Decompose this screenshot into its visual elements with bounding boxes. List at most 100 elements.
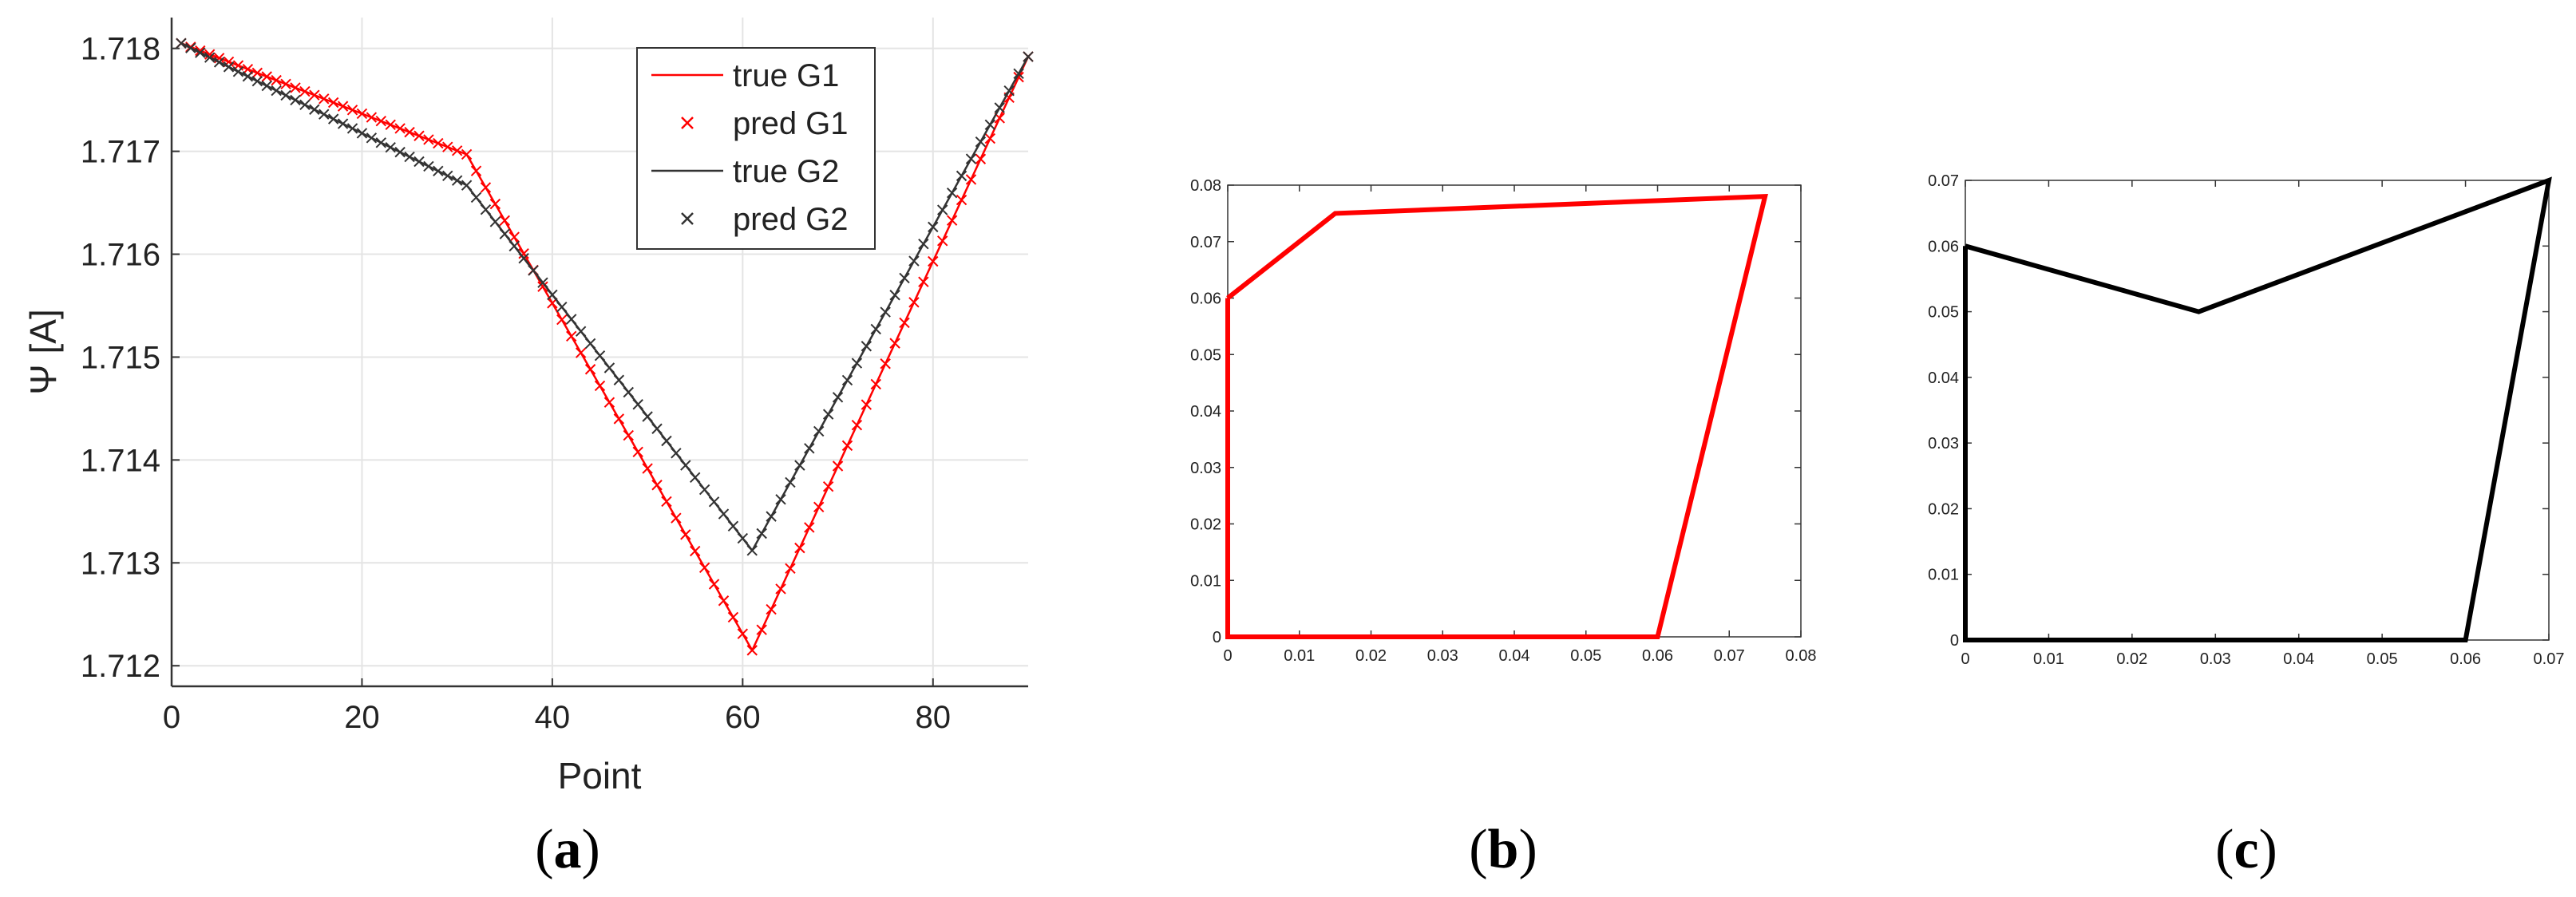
series-pred-g2-point (423, 160, 434, 172)
panel-b-y-tick-label: 0.03 (1190, 460, 1221, 477)
series-pred-g2-point (861, 341, 873, 352)
series-pred-g2-point (822, 409, 834, 420)
series-pred-g2-point (946, 187, 958, 199)
panel-c-y-tick-label: 0.02 (1928, 500, 1959, 518)
series-pred-g2-point (204, 52, 216, 63)
panel-c-y-tick-label: 0.03 (1928, 435, 1959, 452)
series-pred-g2-point (280, 89, 291, 101)
panel-c-plot-area (1965, 180, 2550, 641)
panel-a-y-tick-label: 1.718 (81, 32, 160, 67)
series-pred-g1-point (708, 579, 720, 590)
series-pred-g2-point (984, 119, 996, 131)
series-pred-g1-point (928, 255, 939, 267)
series-pred-g1-point (261, 71, 272, 82)
series-pred-g2-point (899, 272, 910, 284)
series-pred-g2-point (499, 228, 510, 239)
panel-a-y-tick-label: 1.713 (81, 546, 160, 581)
series-pred-g1-point (575, 347, 587, 358)
series-pred-g2-point (1023, 51, 1034, 62)
series-pred-g2-point (746, 545, 758, 556)
series-pred-g2-point (556, 301, 568, 313)
panel-a-y-tick-label: 1.714 (81, 443, 160, 478)
series-pred-g2-point (908, 255, 920, 267)
panel-a-y-tick-label: 1.715 (81, 340, 160, 375)
series-pred-g2-point (242, 71, 254, 82)
series-pred-g1-point (965, 174, 977, 185)
series-pred-g1-point (651, 480, 663, 491)
panel-a-x-tick-label: 20 (344, 700, 380, 735)
panel-c-y-tick-label: 0.06 (1928, 238, 1959, 255)
series-pred-g1-point (404, 126, 415, 138)
series-pred-g2-point (775, 494, 786, 505)
panel-a-x-tick-label: 80 (916, 700, 952, 735)
series-pred-g2-point (480, 204, 492, 215)
panel-c-axes: 0 0.01 0.02 0.03 0.04 0.05 0.06 0.07 0 0.01 0.02 0.… (1928, 172, 2564, 668)
panel-c-polygon-line (1963, 176, 2552, 642)
series-pred-g2-point (299, 99, 311, 111)
panel-b-y-tick-label: 0.08 (1190, 177, 1221, 195)
panel-c-plot: 0 0.01 0.02 0.03 0.04 0.05 0.06 0.07 0 0.01 0.02 0.… (1928, 172, 2564, 668)
series-pred-g1-point (327, 97, 339, 109)
series-pred-g2-point (594, 350, 606, 362)
series-pred-g1-point (480, 182, 492, 193)
series-pred-g2-point (489, 216, 501, 227)
series-pred-g1-point (671, 512, 682, 524)
series-pred-g2-point (698, 484, 710, 496)
series-pred-g2-point (518, 252, 529, 264)
series-pred-g1-point (766, 603, 777, 615)
series-pred-g2-point (727, 520, 739, 532)
series-pred-g2-point (337, 118, 349, 129)
panel-b-x-tick-label: 0.01 (1284, 647, 1315, 665)
panel-a-series (176, 38, 1034, 656)
series-pred-g1-point (899, 317, 910, 329)
series-pred-g2-point (671, 448, 682, 459)
panel-b-plot-area (1227, 184, 1802, 638)
series-pred-g2-point (642, 411, 653, 422)
panel-c-x-tick-label: 0.02 (2116, 650, 2147, 668)
series-pred-g1-point (851, 420, 863, 431)
series-pred-g2-point (319, 109, 330, 120)
series-pred-g1-point (461, 148, 473, 160)
series-pred-g2-point (880, 306, 891, 318)
series-pred-g2-point (851, 358, 863, 369)
panel-b-x-tick-label: 0.03 (1427, 647, 1458, 665)
series-pred-g2-point (690, 472, 701, 483)
panel-a-y-tick-label: 1.717 (81, 135, 160, 170)
series-pred-g1-point (613, 413, 625, 425)
series-pred-g2-point (537, 277, 548, 288)
series-pred-g2-point (737, 532, 749, 544)
series-pred-g2-point (566, 314, 577, 325)
series-pred-g1-point (756, 624, 767, 635)
series-pred-g1-point (680, 529, 691, 540)
panel-b-y-tick-label: 0.01 (1190, 572, 1221, 590)
series-pred-g2-point (290, 94, 301, 106)
series-pred-g2-point (870, 323, 881, 335)
series-pred-g2-point (356, 128, 368, 139)
series-pred-g1-point (394, 123, 406, 134)
series-pred-g2-point (965, 153, 977, 164)
series-pred-g1-point (489, 198, 501, 210)
series-pred-g1-point (518, 248, 529, 259)
series-pred-g1-point (299, 85, 311, 97)
series-pred-g2-point (251, 75, 263, 87)
series-pred-g2-point (547, 289, 558, 301)
panel-a-legend: true G1 pred G1 true G2 pred G2 (636, 47, 876, 250)
series-pred-g2-point (213, 57, 225, 68)
series-pred-g2-point (375, 137, 386, 148)
series-pred-g1-point (946, 215, 958, 226)
series-pred-g1-point (727, 611, 739, 623)
series-pred-g1-point (356, 108, 368, 120)
series-pred-g1-point (309, 89, 320, 101)
panel-c-caption: (c) (2215, 819, 2277, 880)
series-pred-g1-point (623, 429, 634, 441)
series-pred-g2-point (176, 38, 187, 49)
series-pred-g2-point (508, 240, 520, 252)
series-pred-g2-point (785, 476, 796, 488)
panel-a-axes: 0 20 40 60 80 1.712 1.713 1.714 1.715 1.716 1.717 1… (81, 18, 1028, 735)
series-pred-g1-point (908, 297, 920, 308)
series-pred-g1-point (698, 562, 710, 574)
panel-b-plot: 0 0.01 0.02 0.03 0.04 0.05 0.06 0.07 0.08 0 0.01 0.… (1190, 177, 1816, 665)
panel-c-y-tick-label: 0.05 (1928, 304, 1959, 322)
series-pred-g2-point (195, 47, 206, 58)
